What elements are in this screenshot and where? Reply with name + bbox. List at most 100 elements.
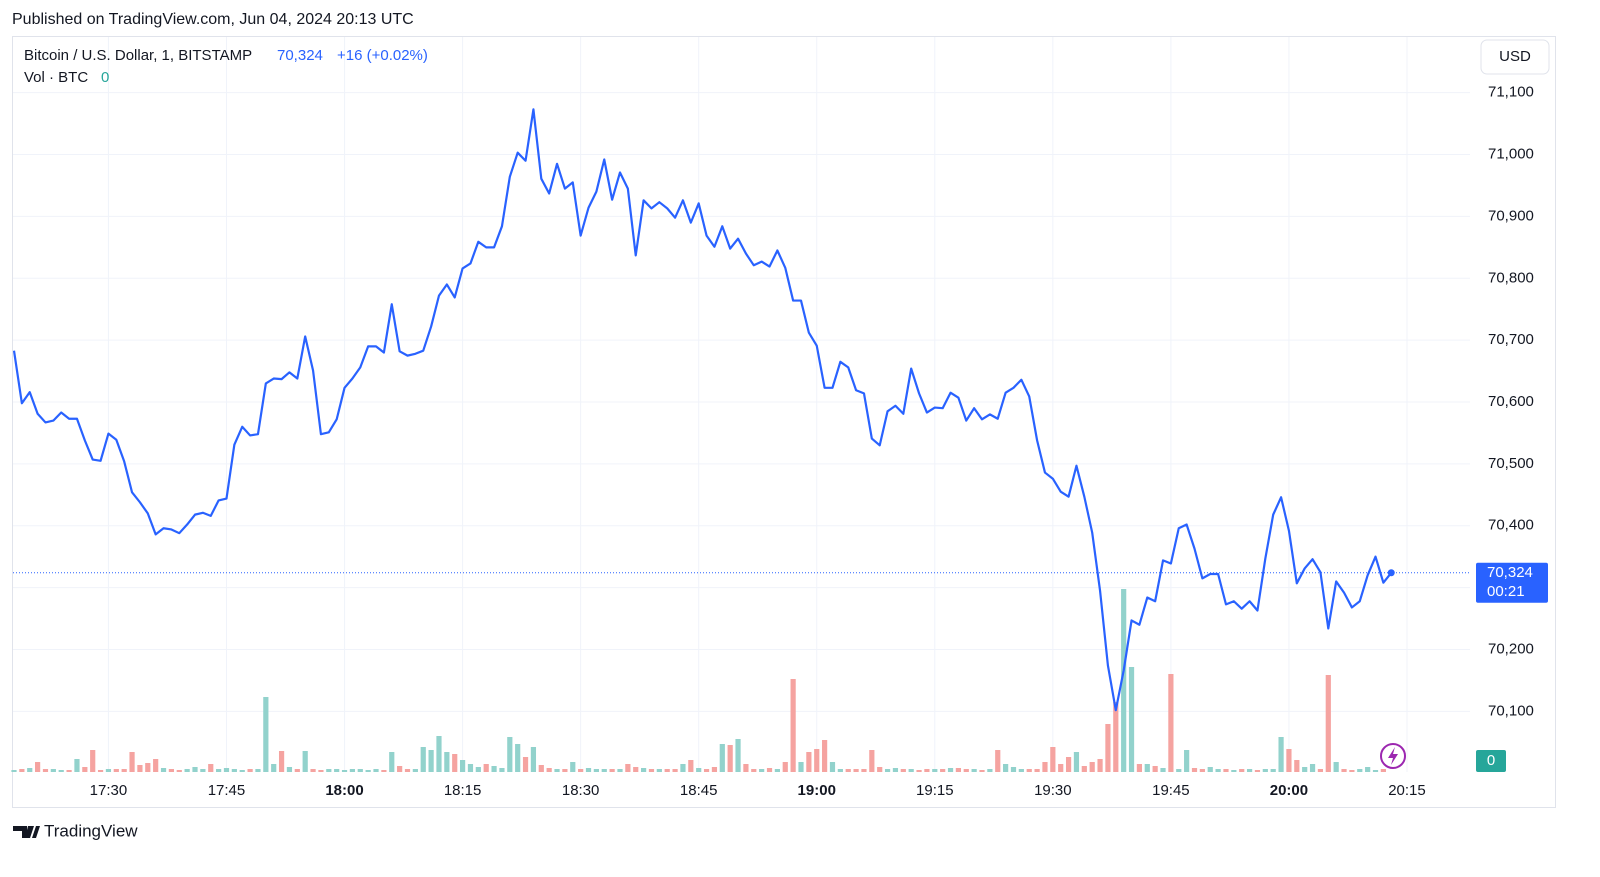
volume-bar <box>1365 767 1371 772</box>
volume-bar <box>19 769 25 772</box>
volume-bar <box>145 763 151 772</box>
y-tick-label: 70,700 <box>1488 331 1534 348</box>
volume-bar <box>404 769 411 772</box>
volume-bar <box>428 750 434 772</box>
volume-bar <box>1254 770 1261 772</box>
volume-bar <box>1168 674 1174 772</box>
volume-bar <box>1262 769 1268 772</box>
chart-frame <box>12 36 1556 808</box>
volume-bar <box>129 752 135 772</box>
volume-bar <box>790 679 796 772</box>
volume-bar <box>822 740 828 772</box>
volume-bar <box>1191 768 1198 772</box>
volume-bar <box>160 768 167 772</box>
volume-bar <box>459 760 466 772</box>
volume-value: 0 <box>101 69 109 86</box>
volume-bar <box>231 769 237 772</box>
volume-bar <box>1010 767 1017 772</box>
y-tick-label: 70,200 <box>1488 640 1534 657</box>
volume-bar <box>601 769 607 772</box>
volume-bar <box>538 765 544 772</box>
volume-bar <box>444 752 450 772</box>
volume-bar <box>955 768 961 772</box>
y-tick-label: 70,600 <box>1488 393 1534 410</box>
volume-bar <box>727 745 733 772</box>
volume-bar <box>656 769 662 772</box>
volume-bar <box>798 762 804 772</box>
volume-bar <box>743 764 749 772</box>
volume-axis-label: 0 <box>1487 752 1495 769</box>
volume-bar <box>719 744 725 772</box>
volume-bar <box>979 770 985 772</box>
volume-bar <box>1152 766 1158 772</box>
x-tick-label: 19:45 <box>1152 782 1190 799</box>
volume-bar <box>814 749 820 772</box>
volume-bar <box>491 766 497 772</box>
volume-bar <box>711 767 718 772</box>
volume-bar <box>1042 762 1048 772</box>
volume-bar <box>90 750 96 772</box>
volume-bar <box>1333 762 1339 772</box>
volume-bar <box>522 757 529 772</box>
volume-bar <box>806 752 812 772</box>
volume-bar <box>97 770 104 772</box>
volume-bar <box>1065 757 1072 772</box>
volume-bar <box>829 762 836 772</box>
volume-bar <box>1239 769 1245 772</box>
volume-bar <box>397 766 403 772</box>
volume-bar <box>696 768 702 772</box>
x-tick-label: 19:00 <box>798 782 836 799</box>
volume-bar <box>947 768 954 772</box>
volume-bar <box>1294 760 1300 772</box>
volume-bar <box>357 769 363 772</box>
volume-bar <box>562 769 568 772</box>
volume-bar <box>570 762 576 772</box>
volume-bar <box>223 768 230 772</box>
volume-bar <box>515 744 521 772</box>
volume-bar <box>593 769 599 772</box>
volume-bar <box>302 751 308 772</box>
volume-bar <box>680 764 686 772</box>
x-tick-label: 18:00 <box>325 782 363 799</box>
volume-bar <box>932 769 938 772</box>
volume-bar <box>184 769 190 772</box>
volume-bar <box>1302 767 1308 772</box>
x-tick-label: 20:15 <box>1388 782 1426 799</box>
volume-bar <box>1160 768 1166 772</box>
volume-bar <box>1176 769 1182 772</box>
volume-bar <box>1097 759 1103 772</box>
price-change: +16 (+0.02%) <box>337 47 428 64</box>
currency-label[interactable]: USD <box>1499 48 1531 65</box>
volume-bar <box>286 767 293 772</box>
last-price: 70,324 <box>277 47 323 64</box>
volume-bar <box>688 760 694 772</box>
volume-bar <box>782 762 788 772</box>
volume-bar <box>648 769 655 772</box>
brand-logo <box>13 826 40 838</box>
volume-bar <box>1325 675 1331 772</box>
x-tick-label: 18:45 <box>680 782 718 799</box>
volume-bar <box>1105 724 1111 772</box>
volume-bar <box>641 768 647 772</box>
volume-bar <box>113 769 119 772</box>
y-tick-label: 71,000 <box>1488 146 1534 163</box>
volume-bar <box>664 769 670 772</box>
volume-bar <box>365 770 371 772</box>
volume-bar <box>1341 769 1347 772</box>
x-tick-label: 17:30 <box>90 782 128 799</box>
volume-bar <box>263 697 269 772</box>
volume-bar <box>963 769 969 772</box>
volume-bar <box>995 750 1001 772</box>
volume-bar <box>1317 769 1324 772</box>
volume-bar <box>381 770 387 772</box>
volume-axis-box <box>1476 750 1506 772</box>
volume-bar <box>436 736 442 772</box>
volume-bar <box>554 769 560 772</box>
currency-button[interactable] <box>1480 39 1550 75</box>
volume-bar <box>1357 769 1363 772</box>
volume-bar <box>349 769 356 772</box>
volume-label: Vol · BTC <box>24 69 88 86</box>
volume-bar <box>278 751 285 772</box>
volume-bar <box>255 769 261 772</box>
